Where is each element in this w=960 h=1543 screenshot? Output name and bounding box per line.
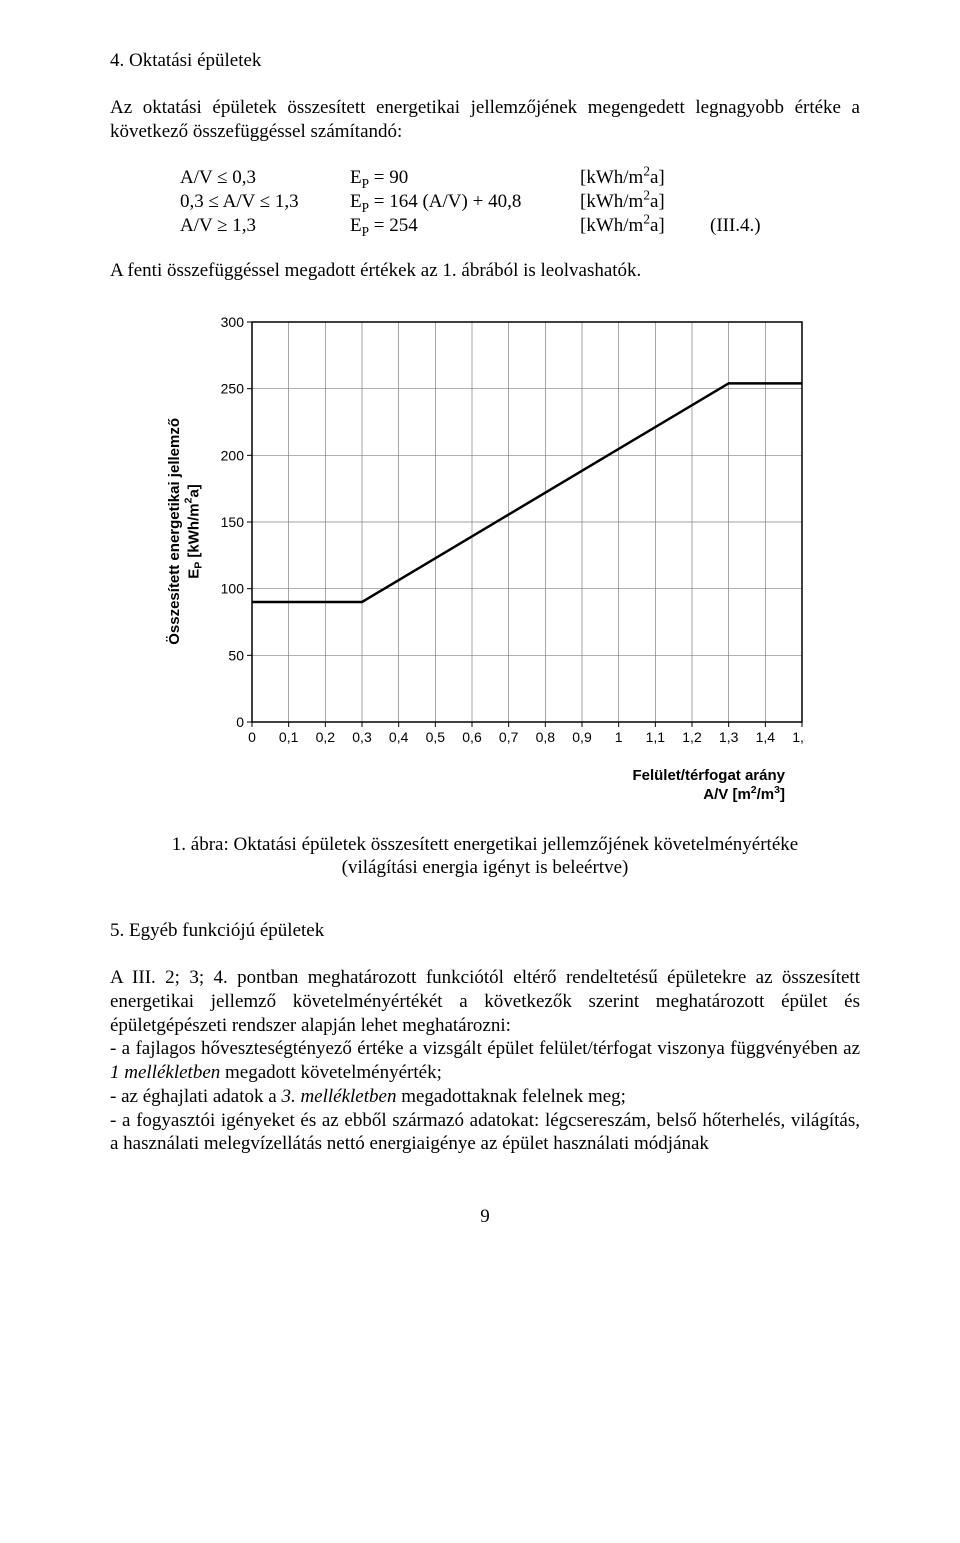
svg-text:200: 200 xyxy=(221,447,245,463)
section-4-intro: Az oktatási épületek összesített energet… xyxy=(110,96,860,144)
svg-text:0,7: 0,7 xyxy=(499,729,519,745)
eq-row: 0,3 ≤ A/V ≤ 1,3 EP = 164 (A/V) + 40,8 [k… xyxy=(180,190,780,214)
svg-text:1,1: 1,1 xyxy=(646,729,666,745)
equation-table: A/V ≤ 0,3 EP = 90 [kWh/m2a] 0,3 ≤ A/V ≤ … xyxy=(180,166,780,238)
svg-text:0,8: 0,8 xyxy=(536,729,556,745)
eq-ref: (III.4.) xyxy=(710,214,780,238)
svg-text:0,6: 0,6 xyxy=(462,729,482,745)
svg-text:0,1: 0,1 xyxy=(279,729,299,745)
svg-text:300: 300 xyxy=(221,314,245,330)
svg-text:100: 100 xyxy=(221,580,245,596)
chart-container: Összesített energetikai jellemző EP [kWh… xyxy=(165,312,805,805)
figure-caption: 1. ábra: Oktatási épületek összesített e… xyxy=(150,833,820,881)
eq-cond: A/V ≥ 1,3 xyxy=(180,214,350,238)
eq-cond: A/V ≤ 0,3 xyxy=(180,166,350,190)
svg-text:0,3: 0,3 xyxy=(352,729,372,745)
section-4-note: A fenti összefüggéssel megadott értékek … xyxy=(110,260,860,282)
eq-formula: EP = 254 xyxy=(350,214,580,238)
svg-text:0: 0 xyxy=(236,714,244,730)
chart-x-axis-label: Felület/térfogat arány A/V [m2/m3] xyxy=(165,766,805,805)
svg-text:250: 250 xyxy=(221,380,245,396)
eq-formula: EP = 164 (A/V) + 40,8 xyxy=(350,190,580,214)
svg-text:0,4: 0,4 xyxy=(389,729,409,745)
svg-text:0,2: 0,2 xyxy=(316,729,336,745)
svg-text:1,3: 1,3 xyxy=(719,729,739,745)
svg-text:1,2: 1,2 xyxy=(682,729,702,745)
page-number: 9 xyxy=(110,1206,860,1228)
svg-text:150: 150 xyxy=(221,514,245,530)
chart-y-axis-label: Összesített energetikai jellemző EP [kWh… xyxy=(165,418,204,645)
eq-unit: [kWh/m2a] xyxy=(580,214,710,238)
section-5-body: A III. 2; 3; 4. pontban meghatározott fu… xyxy=(110,966,860,1156)
svg-text:1,5: 1,5 xyxy=(792,729,805,745)
section-5-title: 5. Egyéb funkciójú épületek xyxy=(110,920,860,942)
eq-ref xyxy=(710,190,780,214)
svg-text:0,5: 0,5 xyxy=(426,729,446,745)
eq-formula: EP = 90 xyxy=(350,166,580,190)
svg-text:50: 50 xyxy=(228,647,244,663)
eq-row: A/V ≥ 1,3 EP = 254 [kWh/m2a] (III.4.) xyxy=(180,214,780,238)
svg-text:0,9: 0,9 xyxy=(572,729,592,745)
section-4-title: 4. Oktatási épületek xyxy=(110,50,860,72)
eq-unit: [kWh/m2a] xyxy=(580,166,710,190)
eq-unit: [kWh/m2a] xyxy=(580,190,710,214)
svg-text:1,4: 1,4 xyxy=(756,729,776,745)
line-chart: 0 0,1 0,2 0,3 0,4 0,5 0,6 0,7 0,8 0,9 1 1,1 1,2 1,3 1,… xyxy=(212,312,805,752)
svg-text:0: 0 xyxy=(248,729,256,745)
svg-text:1: 1 xyxy=(615,729,623,745)
eq-row: A/V ≤ 0,3 EP = 90 [kWh/m2a] xyxy=(180,166,780,190)
eq-cond: 0,3 ≤ A/V ≤ 1,3 xyxy=(180,190,350,214)
eq-ref xyxy=(710,166,780,190)
